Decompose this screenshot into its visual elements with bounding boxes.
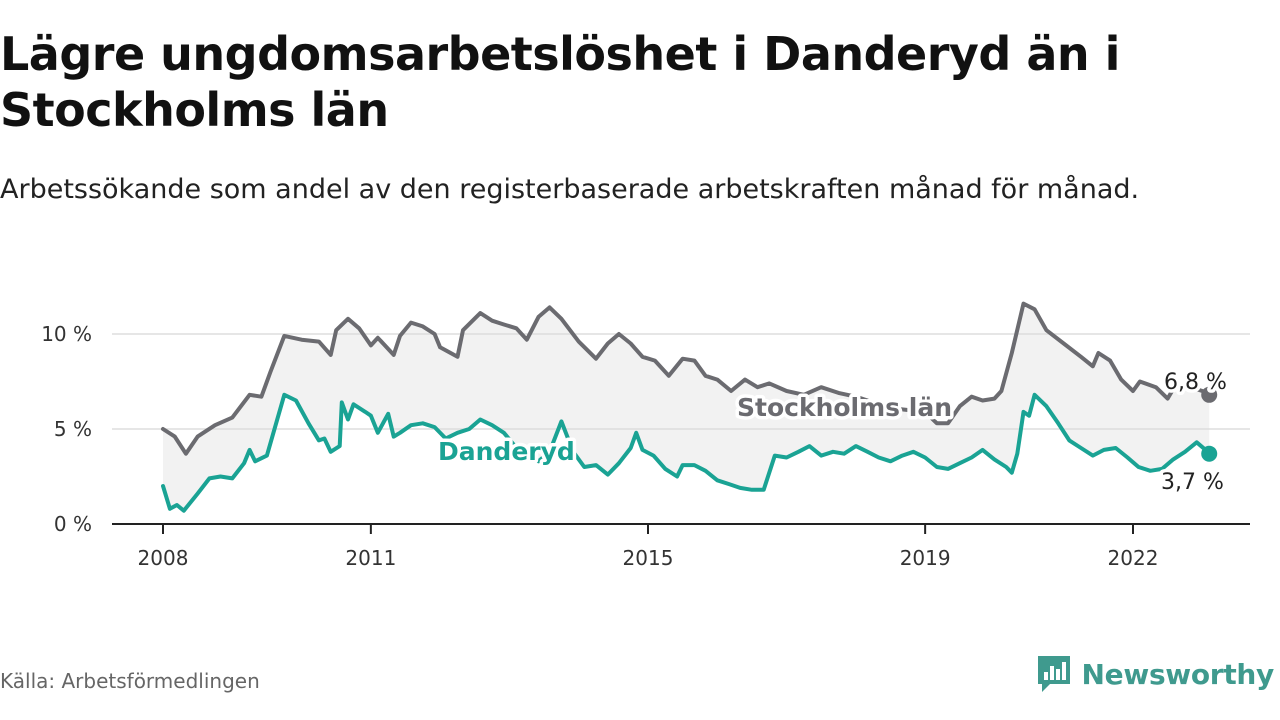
x-tick-label-2008: 2008 xyxy=(138,546,189,570)
series-label-danderyd: Danderyd xyxy=(438,437,575,466)
series-line-stockholm xyxy=(161,301,1212,456)
chart-subtitle: Arbetssökande som andel av den registerb… xyxy=(0,174,1140,205)
y-tick-label-5: 5 % xyxy=(54,417,92,441)
x-tick-label-2011: 2011 xyxy=(345,546,396,570)
range-band xyxy=(163,303,1210,511)
end-value-label-stockholm: 6,8 % xyxy=(1164,370,1227,395)
end-value-label-danderyd-halo: 3,7 % xyxy=(1161,470,1224,495)
axis-layer: 0 % 5 % 10 % 2008 2011 2015 2019 2022 xyxy=(41,322,1250,570)
chart-title: Lägre ungdomsarbetslöshet i Danderyd än … xyxy=(0,27,1120,137)
newsworthy-logo-icon xyxy=(1037,656,1070,692)
series-end-dot-danderyd xyxy=(1201,445,1218,462)
series-label-stockholm: Stockholms län xyxy=(737,393,952,422)
series-label-danderyd-halo: Danderyd xyxy=(438,437,575,466)
source-note: Källa: Arbetsförmedlingen xyxy=(0,669,260,693)
y-tick-label-0: 0 % xyxy=(54,512,92,536)
x-tick-label-2022: 2022 xyxy=(1108,546,1159,570)
brand-logo: Newsworthy xyxy=(1036,652,1274,696)
x-tick-label-2019: 2019 xyxy=(900,546,951,570)
range-band-layer xyxy=(163,303,1210,511)
series-layer xyxy=(161,301,1218,513)
series-line-danderyd xyxy=(161,392,1212,513)
x-tick-label-2015: 2015 xyxy=(623,546,674,570)
end-value-label-danderyd: 3,7 % xyxy=(1161,470,1224,495)
series-label-stockholm-halo: Stockholms län xyxy=(737,393,952,422)
series-end-dot-stockholm xyxy=(1201,386,1218,403)
brand-name: Newsworthy xyxy=(1081,657,1275,691)
y-tick-label-10: 10 % xyxy=(41,322,92,346)
end-value-label-stockholm-halo: 6,8 % xyxy=(1164,370,1227,395)
